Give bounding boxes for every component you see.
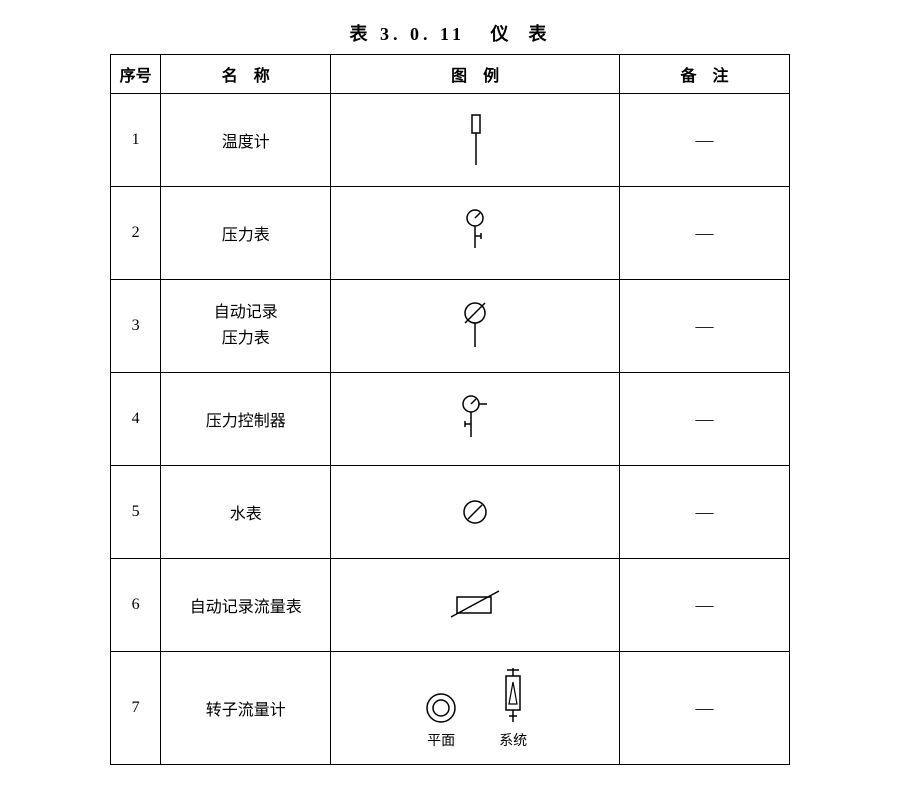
- cell-symbol: [331, 280, 620, 373]
- table-row: 5 水表 —: [111, 466, 790, 559]
- table-row: 7 转子流量计 平面: [111, 652, 790, 765]
- cell-index: 7: [111, 652, 161, 765]
- table-row: 1 温度计 —: [111, 94, 790, 187]
- cell-note: —: [620, 559, 790, 652]
- cell-index: 4: [111, 373, 161, 466]
- title-prefix: 表 3. 0. 11: [349, 24, 465, 44]
- cell-symbol: [331, 187, 620, 280]
- cell-symbol: [331, 94, 620, 187]
- table-title: 表 3. 0. 11 仪表: [20, 20, 880, 46]
- recording-flow-meter-icon: [445, 587, 505, 623]
- cell-symbol: [331, 466, 620, 559]
- rotameter-plan-label: 平面: [427, 730, 455, 750]
- cell-name: 自动记录流量表: [161, 559, 331, 652]
- cell-name: 转子流量计: [161, 652, 331, 765]
- cell-note: —: [620, 652, 790, 765]
- table-row: 2 压力表 —: [111, 187, 790, 280]
- header-index: 序号: [111, 55, 161, 94]
- cell-name: 自动记录压力表: [161, 280, 331, 373]
- table-row: 6 自动记录流量表 —: [111, 559, 790, 652]
- rotameter-plan-col: 平面: [423, 690, 459, 750]
- cell-note: —: [620, 94, 790, 187]
- table-body: 1 温度计 — 2 压力表: [111, 94, 790, 765]
- table-row: 4 压力控制器 —: [111, 373, 790, 466]
- header-name: 名 称: [161, 55, 331, 94]
- pressure-gauge-icon: [460, 206, 490, 261]
- cell-name: 压力表: [161, 187, 331, 280]
- cell-name: 压力控制器: [161, 373, 331, 466]
- header-symbol: 图 例: [331, 55, 620, 94]
- cell-note: —: [620, 373, 790, 466]
- recording-pressure-gauge-icon: [457, 299, 493, 354]
- cell-note: —: [620, 280, 790, 373]
- cell-index: 3: [111, 280, 161, 373]
- table-row: 3 自动记录压力表 —: [111, 280, 790, 373]
- rotameter-system-icon: [499, 666, 527, 726]
- cell-name: 水表: [161, 466, 331, 559]
- rotameter-system-label: 系统: [499, 730, 527, 750]
- cell-name: 温度计: [161, 94, 331, 187]
- cell-index: 2: [111, 187, 161, 280]
- cell-symbol: [331, 373, 620, 466]
- rotameter-system-col: 系统: [499, 666, 527, 750]
- cell-note: —: [620, 187, 790, 280]
- water-meter-icon: [460, 497, 490, 527]
- cell-symbol: 平面 系统: [331, 652, 620, 765]
- cell-note: —: [620, 466, 790, 559]
- cell-index: 1: [111, 94, 161, 187]
- instrument-table: 序号 名 称 图 例 备 注 1 温度计 — 2 压力表: [110, 54, 790, 765]
- thermometer-icon: [460, 110, 490, 170]
- rotameter-plan-icon: [423, 690, 459, 726]
- header-note: 备 注: [620, 55, 790, 94]
- cell-symbol: [331, 559, 620, 652]
- cell-name-line1: 自动记录压力表: [214, 304, 278, 347]
- cell-index: 6: [111, 559, 161, 652]
- title-main: 仪: [491, 24, 529, 44]
- pressure-controller-icon: [455, 392, 495, 447]
- header-row: 序号 名 称 图 例 备 注: [111, 55, 790, 94]
- cell-index: 5: [111, 466, 161, 559]
- title-suffix: 表: [529, 24, 551, 44]
